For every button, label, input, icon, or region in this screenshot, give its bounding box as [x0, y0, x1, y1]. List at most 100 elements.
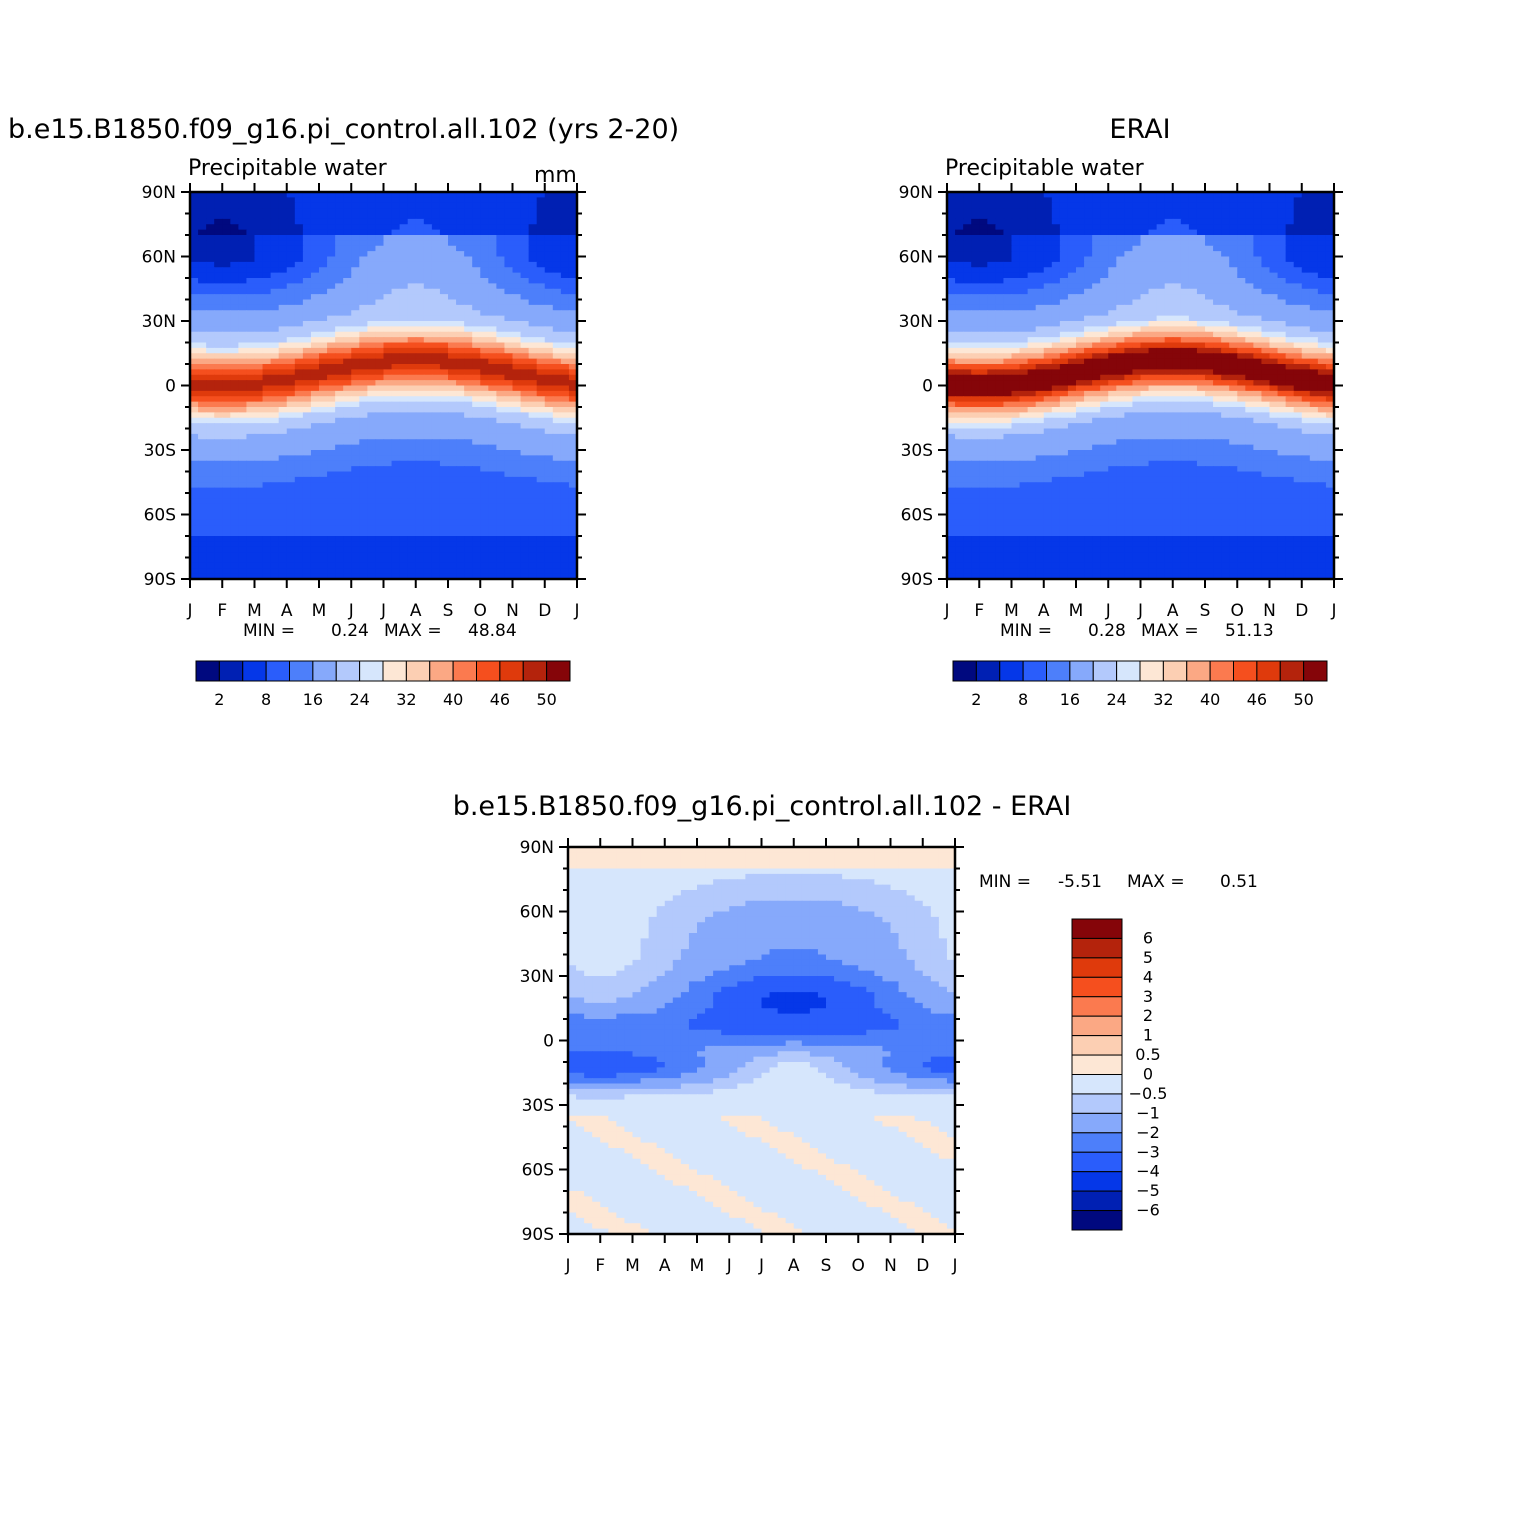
- contour-cell: [1309, 315, 1319, 322]
- contour-cell: [472, 498, 481, 505]
- contour-cell: [423, 487, 433, 494]
- contour-cell: [238, 321, 248, 327]
- contour-cell: [1237, 326, 1246, 333]
- contour-cell: [1221, 224, 1230, 231]
- contour-cell: [528, 476, 538, 483]
- contour-cell: [520, 509, 530, 516]
- contour-cell: [1325, 267, 1335, 274]
- contour-cell: [536, 310, 546, 317]
- contour-cell: [520, 321, 530, 327]
- contour-cell: [1140, 315, 1150, 322]
- contour-cell: [206, 347, 215, 354]
- contour-cell: [464, 546, 473, 553]
- contour-cell: [496, 321, 506, 327]
- contour-cell: [1221, 304, 1230, 311]
- contour-cell: [1205, 192, 1214, 198]
- contour-cell: [246, 235, 256, 241]
- contour-cell: [359, 482, 368, 489]
- contour-cell: [367, 493, 377, 499]
- contour-cell: [1043, 240, 1053, 247]
- contour-cell: [1051, 251, 1061, 258]
- contour-cell: [359, 218, 368, 225]
- contour-cell: [238, 353, 248, 360]
- contour-cell: [544, 256, 554, 263]
- contour-cell: [1269, 240, 1279, 247]
- contour-cell: [560, 245, 570, 252]
- contour-cell: [472, 439, 481, 446]
- contour-cell: [1261, 288, 1271, 295]
- contour-cell: [1051, 288, 1061, 295]
- contour-cell: [198, 519, 207, 526]
- contour-cell: [343, 251, 352, 258]
- contour-cell: [206, 315, 215, 322]
- contour-cell: [206, 525, 215, 532]
- contour-cell: [319, 304, 328, 311]
- contour-cell: [1317, 310, 1327, 317]
- contour-cell: [327, 347, 336, 354]
- contour-cell: [431, 498, 441, 505]
- contour-cell: [1172, 240, 1182, 247]
- contour-cell: [1140, 288, 1150, 295]
- contour-cell: [294, 498, 304, 505]
- contour-cell: [568, 562, 578, 569]
- contour-cell: [262, 433, 272, 440]
- contour-cell: [1108, 224, 1117, 231]
- contour-cell: [544, 272, 554, 279]
- contour-cell: [536, 519, 546, 526]
- contour-cell: [1205, 256, 1214, 263]
- contour-cell: [262, 304, 272, 311]
- contour-cell: [198, 541, 207, 548]
- contour-cell: [246, 299, 256, 306]
- contour-cell: [439, 482, 449, 489]
- contour-cell: [1011, 240, 1021, 247]
- contour-cell: [439, 288, 449, 295]
- contour-cell: [1301, 245, 1311, 252]
- contour-cell: [238, 450, 248, 456]
- contour-cell: [448, 202, 457, 209]
- contour-cell: [407, 288, 417, 295]
- contour-cell: [270, 294, 280, 301]
- contour-cell: [319, 509, 328, 516]
- contour-cell: [319, 299, 328, 306]
- contour-cell: [448, 256, 457, 263]
- contour-cell: [464, 192, 473, 198]
- contour-cell: [520, 503, 530, 510]
- contour-cell: [1277, 192, 1287, 198]
- contour-cell: [504, 417, 514, 424]
- contour-cell: [310, 439, 320, 446]
- contour-cell: [319, 455, 328, 462]
- contour-cell: [1027, 321, 1037, 327]
- contour-cell: [544, 299, 554, 306]
- contour-cell: [464, 493, 473, 499]
- contour-cell: [1051, 235, 1061, 241]
- contour-cell: [343, 347, 352, 354]
- contour-cell: [1108, 192, 1117, 198]
- contour-cell: [979, 347, 988, 354]
- contour-cell: [254, 460, 264, 467]
- contour-cell: [1196, 315, 1206, 322]
- contour-cell: [278, 235, 288, 241]
- contour-cell: [544, 455, 554, 462]
- contour-cell: [198, 476, 207, 483]
- contour-cell: [190, 455, 199, 462]
- contour-cell: [552, 476, 562, 483]
- contour-cell: [1229, 245, 1238, 252]
- contour-cell: [448, 380, 457, 387]
- contour-cell: [1140, 240, 1150, 247]
- contour-cell: [496, 353, 506, 360]
- contour-cell: [504, 251, 514, 258]
- contour-cell: [1108, 342, 1117, 349]
- contour-cell: [238, 299, 248, 306]
- contour-cell: [270, 278, 280, 284]
- contour-cell: [270, 369, 280, 376]
- contour-cell: [343, 208, 352, 215]
- contour-cell: [472, 514, 481, 521]
- contour-cell: [1132, 197, 1142, 204]
- contour-cell: [536, 380, 546, 387]
- contour-cell: [520, 482, 530, 489]
- contour-cell: [391, 283, 401, 290]
- contour-cell: [294, 235, 304, 241]
- contour-cell: [1092, 251, 1101, 258]
- contour-cell: [310, 202, 320, 209]
- contour-cell: [439, 466, 449, 473]
